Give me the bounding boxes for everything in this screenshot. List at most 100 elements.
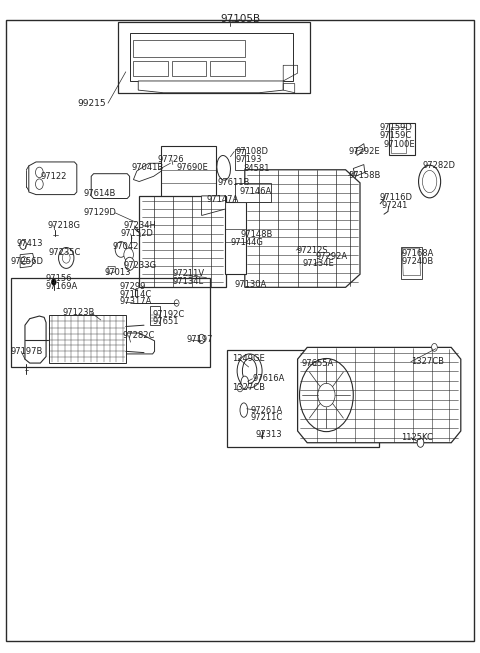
Circle shape — [115, 242, 127, 257]
Text: 97261A: 97261A — [251, 406, 283, 415]
Circle shape — [59, 247, 74, 268]
Text: 97013: 97013 — [105, 268, 131, 278]
Polygon shape — [20, 253, 35, 268]
Polygon shape — [401, 247, 422, 279]
Bar — [227, 350, 379, 447]
Text: 97282D: 97282D — [422, 161, 456, 170]
Circle shape — [177, 151, 183, 159]
Text: 97116D: 97116D — [379, 193, 412, 202]
Text: 97256D: 97256D — [11, 257, 44, 266]
Text: 97144G: 97144G — [230, 238, 263, 247]
Circle shape — [125, 257, 134, 270]
Text: 97105B: 97105B — [220, 14, 260, 24]
Text: 97130A: 97130A — [234, 279, 266, 289]
Text: 97192C: 97192C — [153, 310, 185, 319]
Bar — [150, 306, 160, 325]
Text: 97211V: 97211V — [173, 269, 205, 278]
Bar — [225, 202, 246, 274]
Text: 97156: 97156 — [45, 274, 72, 283]
Text: 97313: 97313 — [255, 430, 282, 439]
Text: 97193: 97193 — [235, 155, 262, 164]
Text: 97317A: 97317A — [119, 297, 151, 306]
Circle shape — [51, 279, 56, 285]
Text: 97147A: 97147A — [206, 195, 239, 204]
Bar — [161, 146, 216, 199]
Text: 97651: 97651 — [153, 317, 179, 326]
Text: 97122: 97122 — [41, 172, 67, 181]
Text: 97134L: 97134L — [173, 277, 204, 286]
Bar — [389, 123, 415, 155]
Polygon shape — [91, 174, 130, 199]
Text: 97129D: 97129D — [83, 208, 116, 217]
Text: 97212S: 97212S — [296, 246, 328, 255]
Text: 97655A: 97655A — [301, 359, 334, 368]
Text: 97413: 97413 — [17, 239, 43, 248]
Polygon shape — [353, 165, 365, 176]
Polygon shape — [298, 347, 461, 443]
Bar — [11, 278, 210, 367]
Text: 1249GE: 1249GE — [232, 354, 265, 363]
Polygon shape — [108, 333, 155, 354]
Text: 97211C: 97211C — [251, 413, 283, 422]
Bar — [235, 183, 271, 202]
Text: 97134E: 97134E — [302, 259, 334, 268]
Circle shape — [417, 438, 424, 447]
Bar — [172, 61, 206, 76]
Text: 97169A: 97169A — [45, 281, 77, 291]
Text: 97123B: 97123B — [62, 308, 95, 317]
Text: 97240B: 97240B — [401, 257, 433, 266]
Text: 97234H: 97234H — [124, 221, 156, 231]
Ellipse shape — [242, 358, 257, 383]
Circle shape — [20, 240, 26, 249]
Text: 97292E: 97292E — [348, 147, 380, 156]
Text: 97159C: 97159C — [379, 131, 411, 140]
Circle shape — [36, 179, 43, 189]
Text: 97197B: 97197B — [11, 347, 43, 356]
Circle shape — [174, 300, 179, 306]
Bar — [235, 149, 245, 170]
Text: 97282C: 97282C — [122, 331, 155, 340]
Text: 97152D: 97152D — [121, 229, 154, 238]
Bar — [210, 61, 245, 76]
Circle shape — [300, 358, 353, 432]
Circle shape — [124, 248, 133, 261]
Polygon shape — [108, 266, 115, 274]
Circle shape — [237, 354, 262, 388]
Text: 97197: 97197 — [186, 335, 213, 344]
Polygon shape — [138, 81, 283, 93]
Bar — [133, 40, 245, 57]
Text: 84581: 84581 — [244, 164, 270, 173]
Text: 97614B: 97614B — [83, 189, 115, 198]
Text: 99215: 99215 — [77, 99, 106, 108]
Polygon shape — [29, 162, 77, 195]
Polygon shape — [139, 196, 226, 287]
Text: 1327CB: 1327CB — [232, 383, 265, 392]
Text: 97041B: 97041B — [132, 163, 164, 172]
Circle shape — [167, 150, 174, 161]
Ellipse shape — [241, 376, 249, 389]
Text: 97108D: 97108D — [235, 147, 268, 156]
Text: 1125KC: 1125KC — [401, 433, 433, 442]
Text: 97611B: 97611B — [217, 178, 250, 187]
Bar — [391, 127, 406, 153]
Bar — [49, 315, 126, 363]
Ellipse shape — [419, 165, 441, 198]
Text: 97148B: 97148B — [241, 230, 273, 239]
Polygon shape — [356, 144, 365, 155]
Text: 1327CB: 1327CB — [411, 357, 444, 366]
Text: 97146A: 97146A — [239, 187, 271, 197]
Circle shape — [432, 343, 437, 351]
Text: 97233G: 97233G — [124, 261, 157, 270]
Text: 97042: 97042 — [112, 242, 139, 251]
Text: 97235C: 97235C — [49, 248, 81, 257]
Text: 97292A: 97292A — [315, 252, 348, 261]
Text: 97726: 97726 — [157, 155, 184, 165]
Text: 97100E: 97100E — [384, 140, 416, 150]
Bar — [130, 33, 293, 81]
Circle shape — [237, 384, 243, 392]
Bar — [118, 22, 310, 93]
Polygon shape — [133, 163, 163, 182]
Text: 97299: 97299 — [119, 282, 145, 291]
Text: 97168A: 97168A — [401, 249, 433, 258]
Text: 97159D: 97159D — [379, 123, 412, 133]
